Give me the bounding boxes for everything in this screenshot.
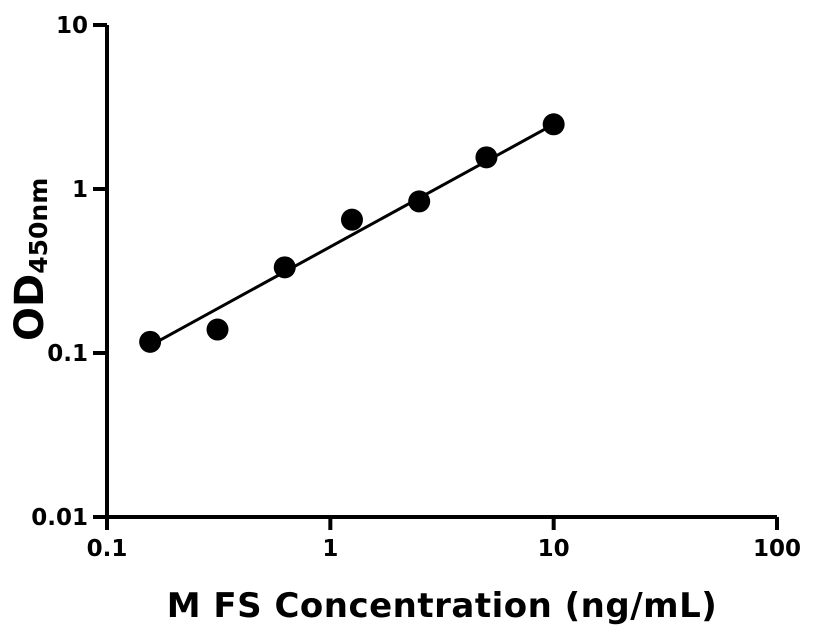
y-axis-title-main: OD bbox=[7, 273, 53, 341]
data-point-marker-5 bbox=[475, 146, 498, 169]
data-point-marker-4 bbox=[408, 190, 431, 213]
data-point-marker-3 bbox=[340, 208, 363, 231]
x-tick-label-0.1: 0.1 bbox=[87, 536, 128, 562]
data-point-marker-0 bbox=[139, 330, 162, 353]
y-tick-label-1: 1 bbox=[72, 177, 88, 203]
y-tick-label-0.01: 0.01 bbox=[31, 505, 88, 531]
x-axis-title: M FS Concentration (ng/mL) bbox=[166, 586, 718, 626]
x-tick-label-10: 10 bbox=[538, 536, 570, 562]
x-tick-label-1: 1 bbox=[322, 536, 338, 562]
x-tick-label-100: 100 bbox=[753, 536, 801, 562]
data-point-marker-2 bbox=[273, 256, 296, 279]
y-tick-label-10: 10 bbox=[56, 13, 88, 39]
data-point-marker-6 bbox=[542, 113, 565, 136]
y-tick-label-0.1: 0.1 bbox=[47, 341, 88, 367]
y-axis-title: OD450nm bbox=[6, 178, 54, 341]
data-point-marker-1 bbox=[206, 318, 229, 341]
y-axis-title-subscript: 450nm bbox=[24, 177, 53, 274]
